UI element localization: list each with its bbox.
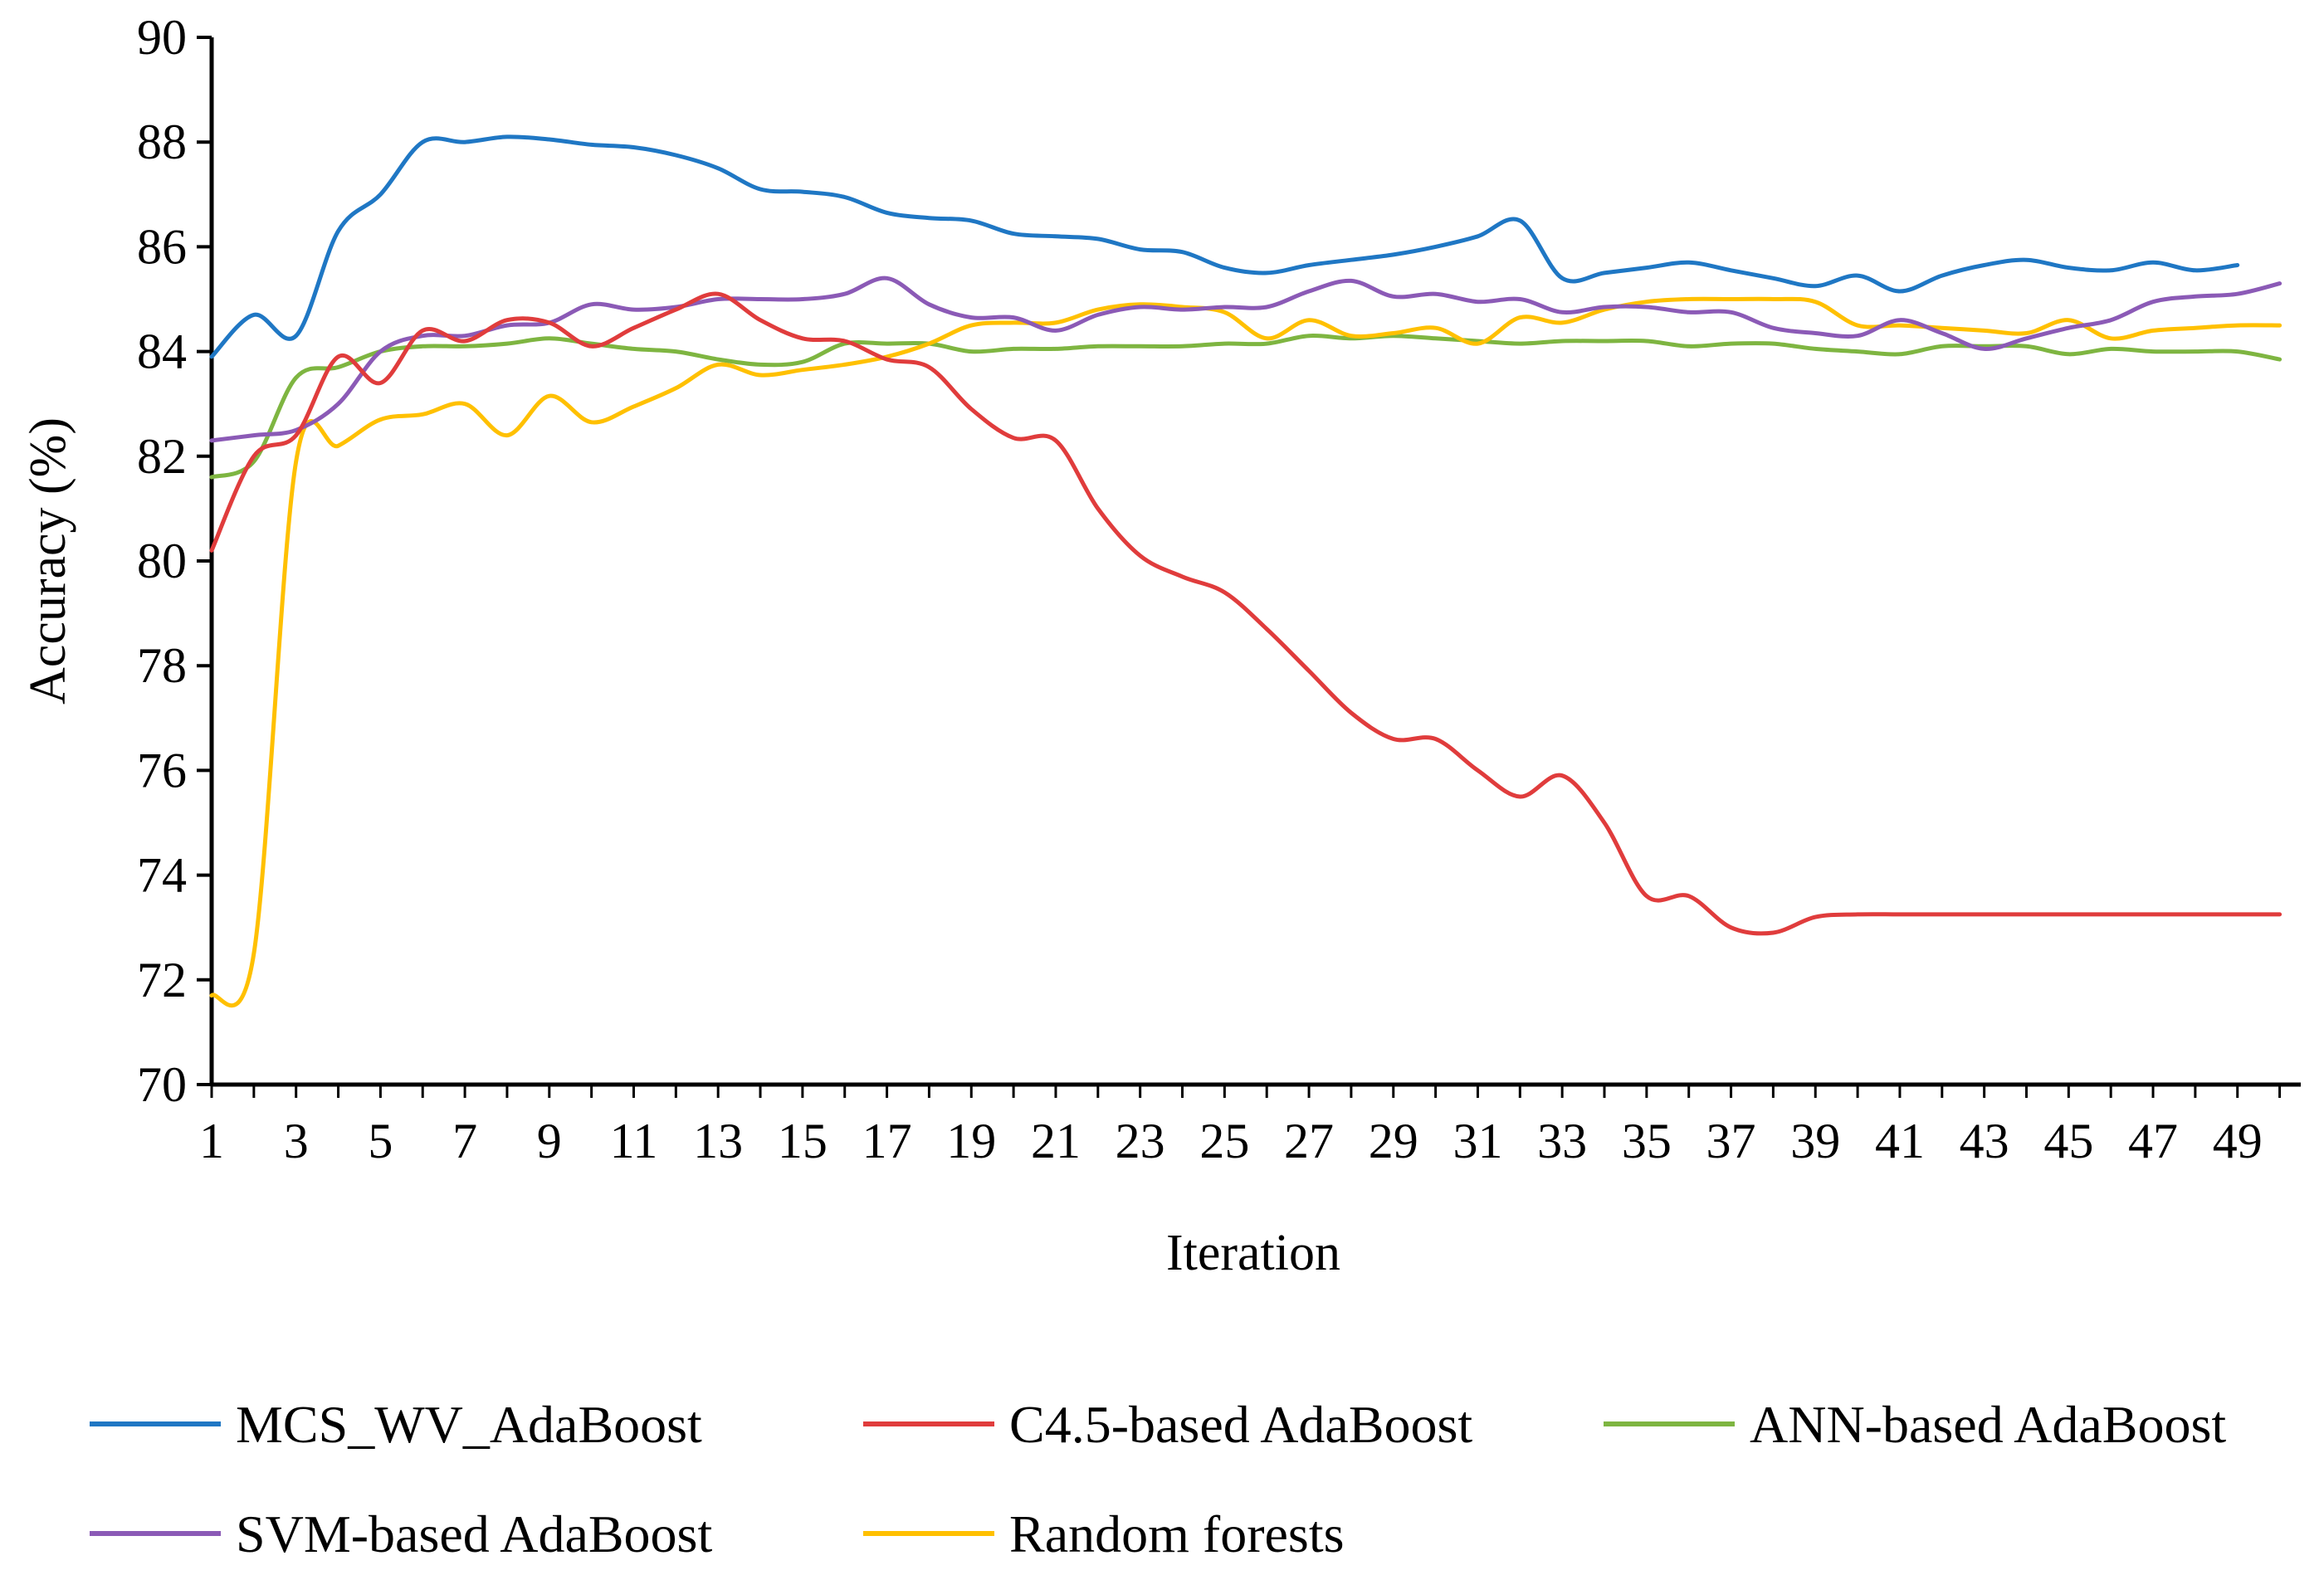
- x-tick-label: 15: [778, 1114, 828, 1168]
- series-line-random-forests: [209, 296, 2282, 1008]
- legend: MCS_WV_AdaBoost C4.5-based AdaBoost ANN-ba…: [90, 1395, 2226, 1563]
- x-tick-label: 35: [1622, 1114, 1672, 1168]
- x-tick-label: 21: [1031, 1114, 1081, 1168]
- y-tick-label: 88: [137, 115, 187, 169]
- y-tick-label: 80: [137, 534, 187, 588]
- x-tick-label: 49: [2213, 1114, 2263, 1168]
- legend-label-ann-based-adaboost: ANN-based AdaBoost: [1750, 1395, 2226, 1454]
- x-tick-label: 19: [946, 1114, 996, 1168]
- x-tick-label: 45: [2043, 1114, 2093, 1168]
- x-tick-label: 39: [1790, 1114, 1840, 1168]
- x-tick-label: 11: [610, 1114, 658, 1168]
- x-tick-label: 3: [284, 1114, 309, 1168]
- y-tick-label: 90: [137, 10, 187, 65]
- x-tick-label: 23: [1116, 1114, 1165, 1168]
- series-line-mcs-wv-adaboost: [209, 134, 2240, 359]
- y-tick-label: 78: [137, 638, 187, 693]
- series-lines: [209, 134, 2282, 1008]
- legend-label-mcs-wv-adaboost: MCS_WV_AdaBoost: [236, 1395, 702, 1454]
- legend-label-svm-based-adaboost: SVM-based AdaBoost: [236, 1504, 712, 1563]
- y-tick-label: 70: [137, 1057, 187, 1112]
- x-axis-title: Iteration: [1166, 1225, 1340, 1281]
- x-tick-label: 25: [1199, 1114, 1249, 1168]
- x-tick-label: 5: [368, 1114, 393, 1168]
- y-axis-ticks: 70 72 74 76 78 80 82 84 86 88 90: [137, 10, 212, 1112]
- y-tick-label: 84: [137, 324, 187, 379]
- x-tick-label: 1: [199, 1114, 224, 1168]
- x-tick-label: 17: [862, 1114, 912, 1168]
- x-tick-label: 7: [452, 1114, 477, 1168]
- series-line-ann-based-adaboost: [209, 334, 2282, 480]
- x-tick-label: 43: [1960, 1114, 2009, 1168]
- y-tick-label: 76: [137, 743, 187, 797]
- x-tick-label: 13: [693, 1114, 743, 1168]
- x-tick-label: 47: [2128, 1114, 2178, 1168]
- x-tick-label: 27: [1284, 1114, 1334, 1168]
- x-tick-label: 31: [1452, 1114, 1502, 1168]
- legend-label-random-forests: Random forests: [1009, 1504, 1345, 1563]
- y-axis-title: Accuracy (%): [20, 417, 76, 705]
- x-tick-label: 33: [1537, 1114, 1587, 1168]
- x-axis-ticks: 1 3 5 7 9 11 13 15 17 19 21 23 25 27 29 31 33 35 37 39 41 43 4…: [199, 1085, 2282, 1168]
- y-tick-label: 86: [137, 219, 187, 274]
- x-tick-label: 41: [1875, 1114, 1925, 1168]
- x-tick-label: 9: [537, 1114, 562, 1168]
- x-tick-label: 29: [1369, 1114, 1418, 1168]
- series-line-svm-based-adaboost: [209, 276, 2282, 443]
- y-tick-label: 74: [137, 848, 187, 903]
- x-tick-label: 37: [1706, 1114, 1756, 1168]
- y-tick-label: 72: [137, 953, 187, 1007]
- series-line-c4-5-based-adaboost: [209, 291, 2282, 936]
- y-tick-label: 82: [137, 429, 187, 484]
- legend-label-c4-5-based-adaboost: C4.5-based AdaBoost: [1009, 1395, 1472, 1454]
